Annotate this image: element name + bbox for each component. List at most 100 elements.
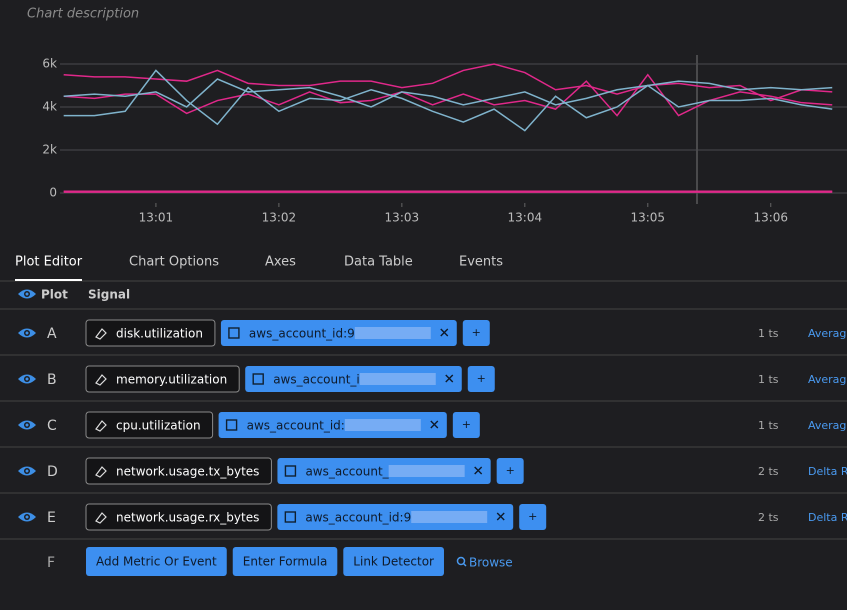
metric-name: network.usage.rx_bytes [116,511,259,525]
tag-icon [95,374,107,386]
eye-dot [25,331,29,335]
filter-box[interactable] [218,412,447,438]
eye-dot [25,469,29,473]
filter-box[interactable] [245,366,462,392]
add-filter-button[interactable] [467,366,495,392]
x-tick-label: 13:03 [385,211,420,225]
add-filter-button[interactable] [496,458,524,484]
eye-dot [25,377,29,381]
metric-box[interactable] [85,319,216,347]
plot-letter: B [47,372,57,388]
add-filter-label: + [462,418,471,431]
metric-name: network.usage.tx_bytes [116,465,259,479]
tab[interactable]: Axes [265,255,296,270]
search-handle [462,562,467,567]
redacted-value [388,465,465,477]
rollup[interactable]: Delta R [808,511,847,524]
header-plot: Plot [41,288,68,302]
series-line [63,69,833,132]
chart-description: Chart description [27,7,139,22]
x-tick-label: 13:01 [139,211,174,225]
remove-icon[interactable] [440,328,449,337]
remove-icon[interactable] [430,420,439,429]
ts-count: 1 ts [758,419,779,432]
add-filter-label: + [472,326,481,339]
action-label: Add Metric Or Event [96,555,217,569]
x-tick-label: 13:04 [508,211,543,225]
browse-link[interactable]: Browse [469,556,513,570]
ts-count: 2 ts [758,511,779,524]
add-filter-button[interactable] [452,412,480,438]
metric-box[interactable] [85,365,240,393]
plot-letter: F [47,555,55,571]
rollup[interactable]: Delta R [808,465,847,478]
metric-name: cpu.utilization [116,419,201,433]
series-line [63,63,833,102]
eye-dot [25,292,29,296]
metric-box[interactable] [85,457,272,485]
action-button[interactable] [86,547,227,576]
ts-count: 1 ts [758,327,779,340]
filter-icon [284,511,297,523]
redacted-value [354,327,431,339]
add-filter-button[interactable] [462,320,490,346]
rollup[interactable]: Average [808,373,847,386]
filter-box[interactable] [277,458,491,484]
plot-letter: A [47,326,57,342]
plot-letter: E [47,510,56,526]
y-tick-label: 4k [42,99,57,113]
metric-name: disk.utilization [116,327,203,341]
add-filter-button[interactable] [519,504,547,530]
search-icon [456,556,466,566]
y-tick-label: 6k [42,56,57,70]
filter-icon [284,465,297,477]
add-filter-label: + [477,372,486,385]
ts-count: 1 ts [758,373,779,386]
filter-text: aws_account_id:9 [249,327,355,341]
filter-box[interactable] [277,504,514,530]
remove-icon[interactable] [496,512,505,521]
redacted-value [411,511,488,523]
tab[interactable]: Plot Editor [15,255,83,270]
tag-icon [95,420,107,432]
x-tick-label: 13:05 [630,211,665,225]
x-tick-label: 13:06 [753,211,788,225]
filter-icon [228,327,240,339]
tab[interactable]: Events [459,255,503,270]
series-line [63,78,833,108]
filter-icon [225,419,238,431]
add-filter-label: + [506,464,515,477]
action-button[interactable] [232,547,338,576]
metric-box[interactable] [85,503,272,531]
remove-icon[interactable] [445,374,454,383]
y-tick-label: 0 [49,186,57,200]
x-tick-label: 13:02 [262,211,297,225]
action-label: Enter Formula [243,555,328,569]
series-line [63,73,833,117]
action-label: Link Detector [353,555,434,569]
rollup[interactable]: Average [808,419,847,432]
action-button[interactable] [343,547,444,576]
filter-text: aws_account_id:9 [305,511,411,525]
metric-box[interactable] [85,411,214,439]
y-tick-label: 2k [42,142,57,156]
header-signal: Signal [88,288,130,302]
rollup[interactable]: Average [808,327,847,340]
eye-dot [25,423,29,427]
filter-text: aws_account_ [305,465,389,479]
remove-icon[interactable] [474,466,483,475]
tag-icon [95,328,107,340]
plot-letter: D [47,464,58,480]
redacted-value [344,419,421,431]
eye-dot [25,515,29,519]
tag-icon [95,512,107,524]
metric-name: memory.utilization [116,373,227,387]
filter-text: aws_account_id: [247,419,345,433]
filter-text: aws_account_i [273,373,360,387]
tab[interactable]: Data Table [344,255,413,270]
plot-letter: C [47,418,57,434]
filter-box[interactable] [220,320,457,346]
ts-count: 2 ts [758,465,779,478]
tab[interactable]: Chart Options [129,255,219,270]
